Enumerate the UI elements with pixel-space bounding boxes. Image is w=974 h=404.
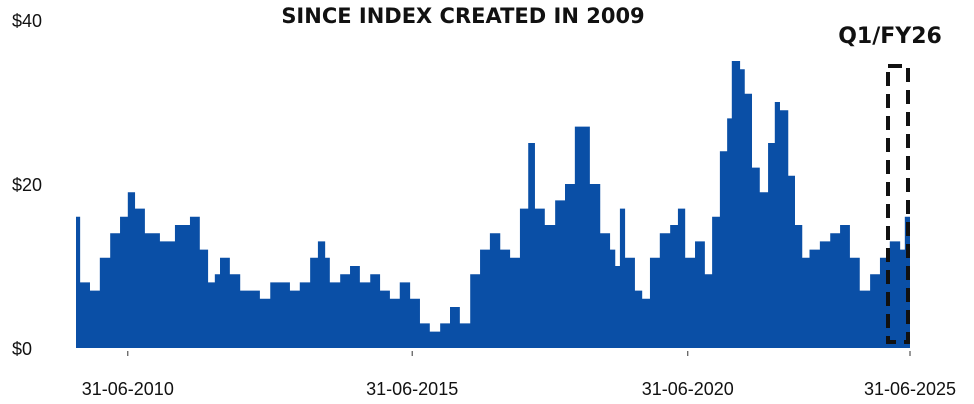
highlight-box	[886, 64, 910, 344]
x-tick-label: 31-06-2020	[642, 379, 734, 399]
y-tick-label: $0	[12, 339, 32, 359]
y-tick-label: $20	[12, 175, 42, 195]
x-tick-label: 31-06-2015	[366, 379, 458, 399]
plot-area	[76, 61, 910, 348]
chart-title: SINCE INDEX CREATED IN 2009	[281, 4, 644, 28]
x-tick-label: 31-06-2010	[82, 379, 174, 399]
area	[76, 61, 910, 348]
annotation: Q1/FY26	[838, 24, 942, 49]
x-tick-label: 31-06-2025	[864, 379, 956, 399]
y-tick-label: $40	[12, 11, 42, 31]
